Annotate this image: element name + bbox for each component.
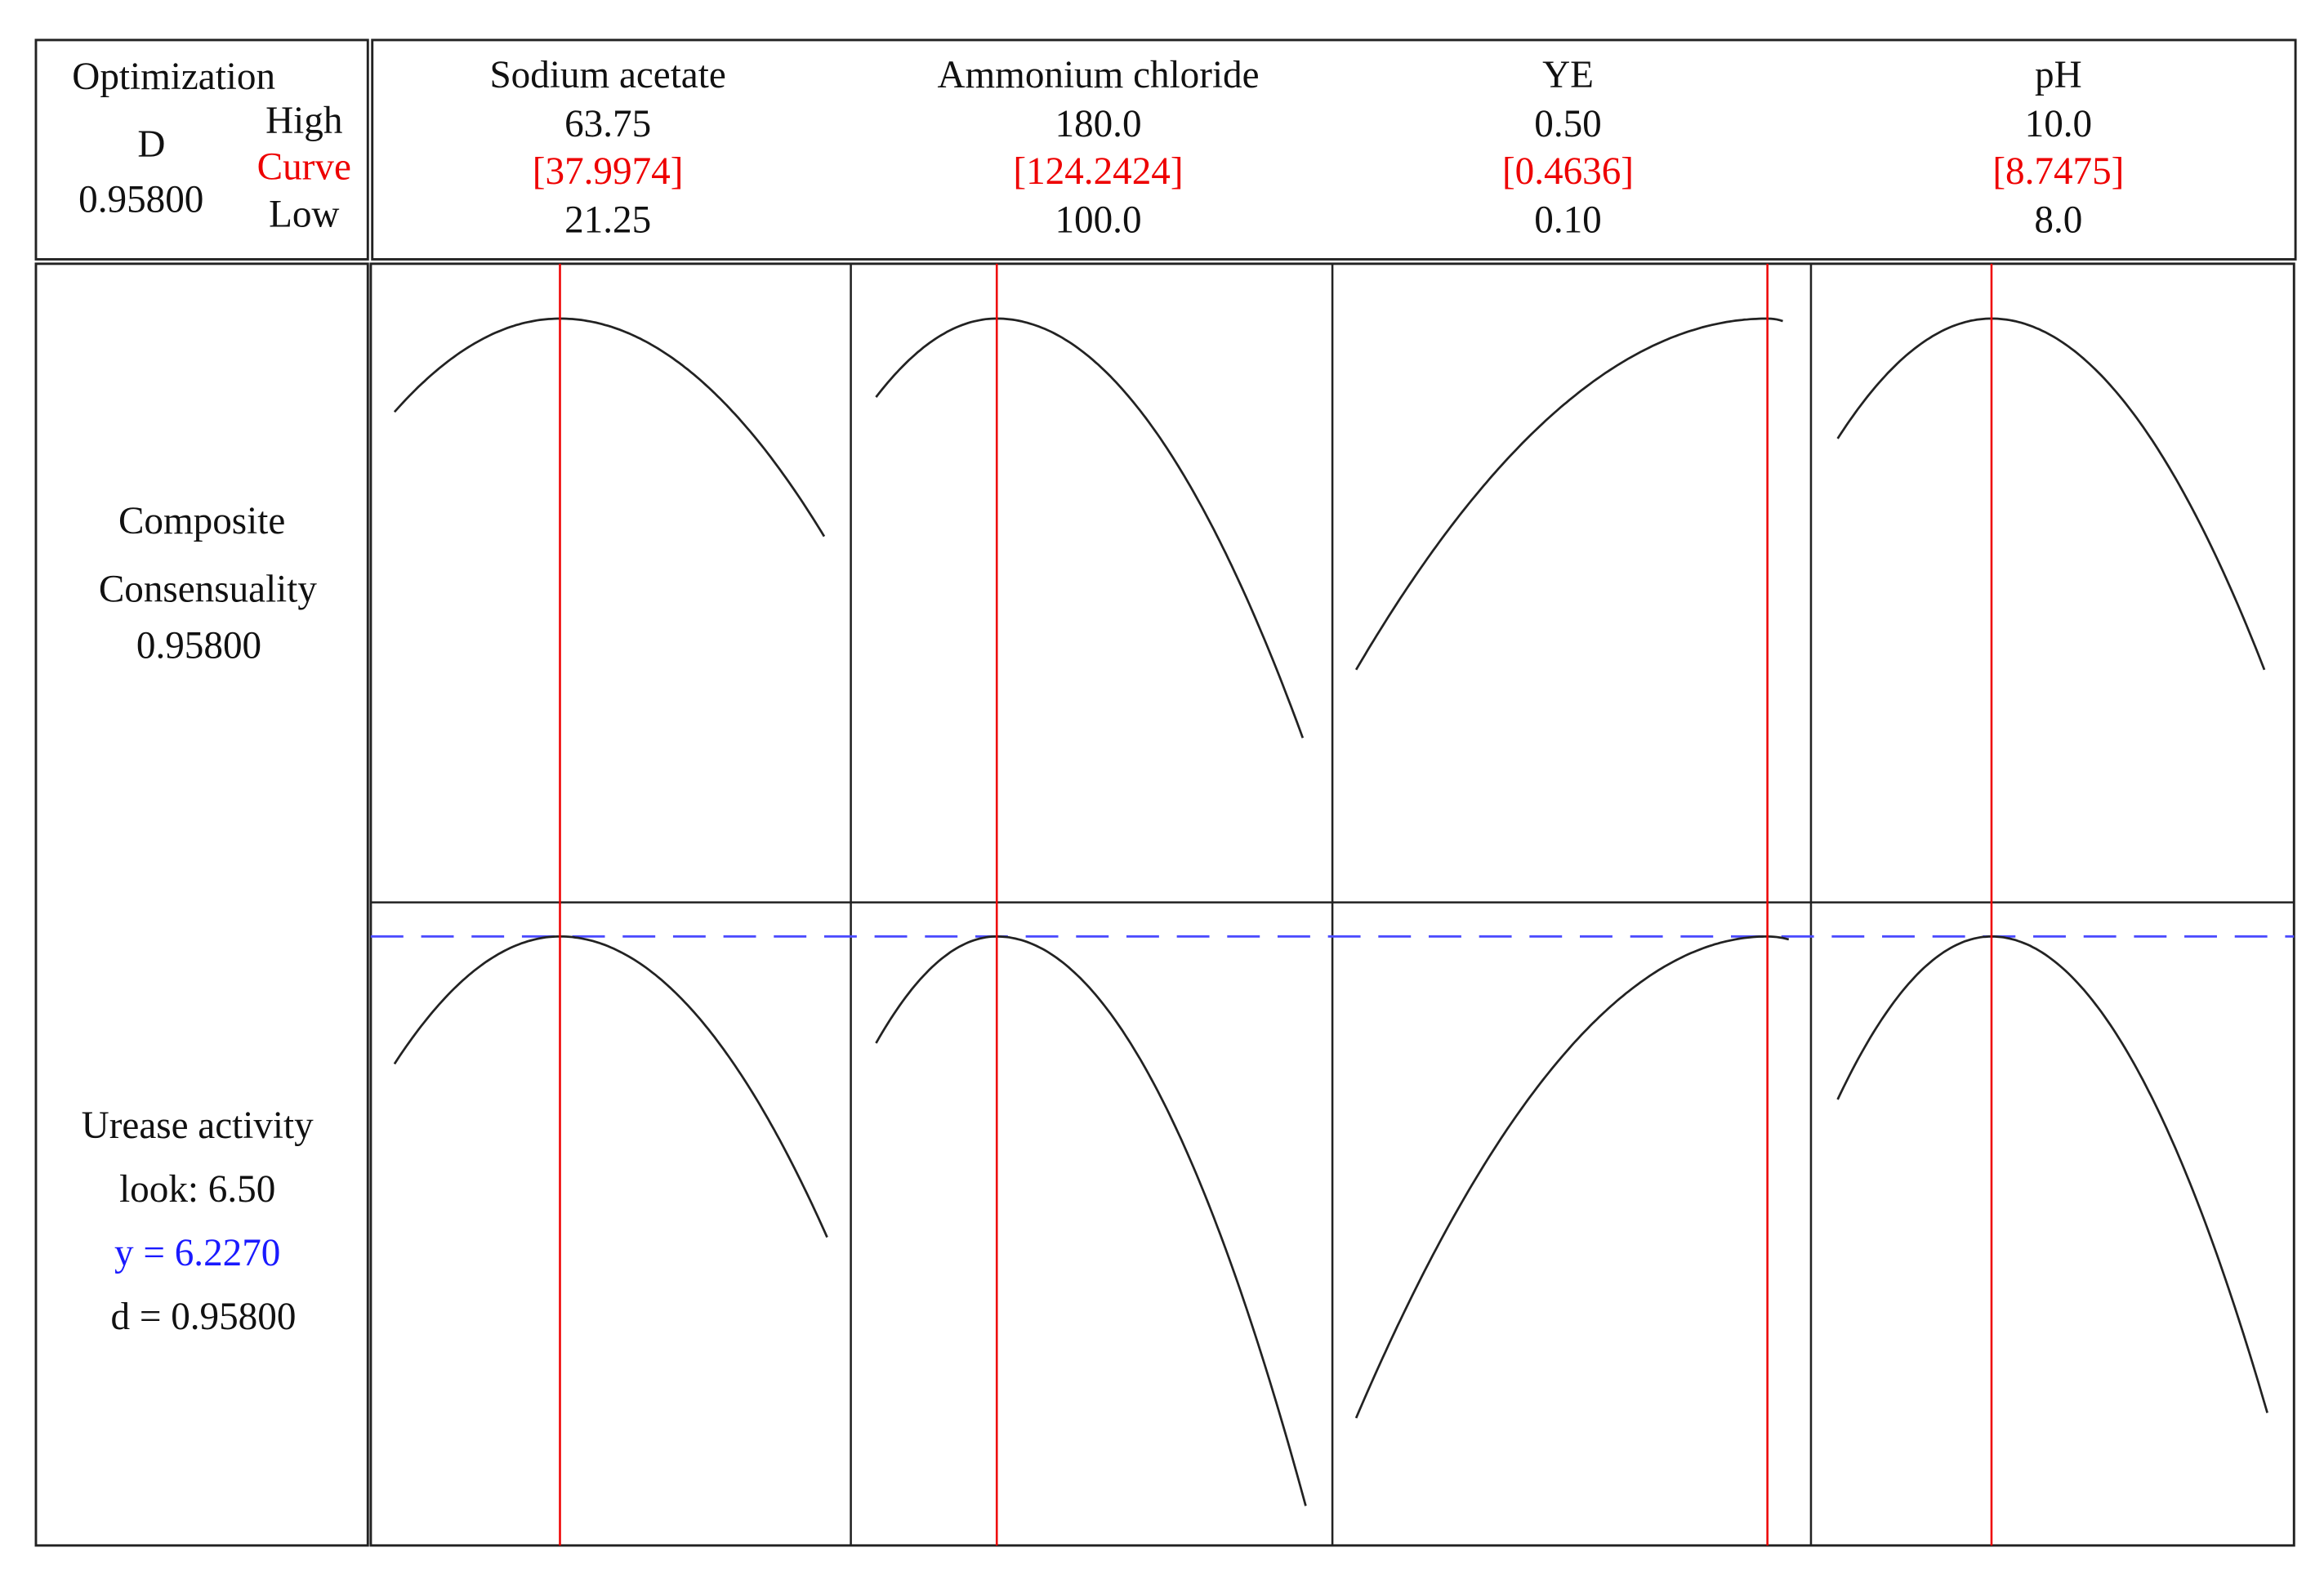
high-label: High xyxy=(265,100,342,142)
response-line: d = 0.95800 xyxy=(110,1296,296,1338)
response-line: 0.95800 xyxy=(136,624,261,667)
factor-low: 100.0 xyxy=(1055,199,1141,242)
factor-high: 180.0 xyxy=(1055,103,1141,145)
factor-current: [37.9974] xyxy=(533,150,684,193)
response-curve xyxy=(1354,317,1783,671)
factor-name: YE xyxy=(1542,54,1594,96)
factor-current: [124.2424] xyxy=(1013,150,1183,193)
factor-current: [0.4636] xyxy=(1502,150,1634,193)
summary-box xyxy=(34,38,369,261)
response-line: Composite xyxy=(118,500,285,542)
response-curve xyxy=(1836,317,2266,671)
response-line: Urease activity xyxy=(82,1104,314,1147)
factor-current: [8.7475] xyxy=(1992,150,2124,193)
d-label: D xyxy=(137,123,165,166)
optimization-title: Optimization xyxy=(72,56,275,98)
factor-high: 63.75 xyxy=(564,103,651,145)
response-line: y = 6.2270 xyxy=(114,1232,280,1274)
factor-header-box xyxy=(371,38,2297,261)
factor-high: 10.0 xyxy=(2025,103,2093,145)
factor-name: pH xyxy=(2035,54,2082,96)
response-curve xyxy=(1836,935,2268,1413)
curve-label: Curve xyxy=(257,145,351,188)
response-curve xyxy=(875,935,1307,1506)
response-curve xyxy=(1354,935,1790,1419)
factor-low: 0.10 xyxy=(1534,199,1602,242)
factor-name: Ammonium chloride xyxy=(937,54,1259,96)
low-label: Low xyxy=(269,193,339,235)
response-line: Consensuality xyxy=(99,568,318,610)
response-curve xyxy=(393,935,828,1238)
factor-name: Sodium acetate xyxy=(489,54,725,96)
d-value: 0.95800 xyxy=(78,178,203,221)
factor-high: 0.50 xyxy=(1534,103,1602,145)
factor-low: 21.25 xyxy=(564,199,651,242)
response-curve xyxy=(875,317,1305,738)
response-label-box xyxy=(34,262,369,1547)
factor-low: 8.0 xyxy=(2034,199,2082,242)
response-line: look: 6.50 xyxy=(119,1168,275,1211)
response-curve xyxy=(393,317,826,538)
